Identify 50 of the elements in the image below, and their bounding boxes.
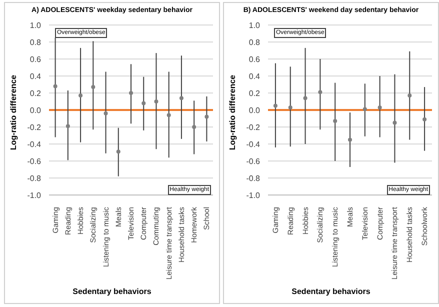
- y-tick-label: 1.0: [30, 20, 42, 30]
- y-tick-label: 0.0: [248, 106, 261, 115]
- point: [166, 113, 171, 118]
- point: [78, 94, 83, 98]
- y-tick-label: -1.0: [27, 190, 42, 200]
- point: [104, 111, 108, 116]
- y-tick-label: -0.8: [246, 174, 261, 183]
- point: [408, 94, 412, 98]
- point: [192, 125, 196, 129]
- point: [422, 117, 427, 122]
- y-tick-label: -0.8: [27, 174, 42, 183]
- y-axis-title: Log-ratio difference: [228, 74, 237, 150]
- point: [142, 101, 146, 106]
- y-tick-label: -0.2: [27, 122, 42, 132]
- y-axis-title: Log-ratio difference: [8, 74, 18, 150]
- y-tick-label: 0.8: [30, 38, 42, 47]
- y-tick-label: 0.0: [30, 106, 42, 115]
- point: [53, 84, 58, 88]
- point: [303, 96, 308, 100]
- y-tick-label: 0.4: [30, 72, 42, 81]
- point: [154, 100, 158, 104]
- y-tick-label: -0.4: [27, 140, 42, 149]
- y-tick-label: 1.0: [248, 20, 261, 30]
- y-tick-label: -0.2: [246, 122, 261, 132]
- y-tick-label: -0.6: [246, 156, 261, 166]
- y-tick-label: -0.6: [27, 156, 42, 166]
- point: [91, 85, 96, 90]
- point: [116, 150, 120, 154]
- point: [392, 120, 397, 125]
- y-tick-label: 0.4: [248, 72, 261, 81]
- y-tick-label: -0.4: [246, 140, 261, 149]
- point: [273, 104, 278, 108]
- x-axis-title: Sedentary behaviors: [72, 287, 152, 296]
- y-tick-label: -1.0: [246, 190, 261, 200]
- point: [362, 107, 367, 112]
- point: [378, 105, 382, 110]
- point: [66, 124, 70, 128]
- y-tick-label: 0.6: [30, 54, 42, 64]
- point: [318, 90, 322, 94]
- y-tick-label: 0.8: [248, 38, 261, 47]
- point: [333, 119, 338, 124]
- point: [348, 138, 352, 142]
- y-tick-label: 0.6: [248, 54, 261, 64]
- x-axis-title: Sedentary behaviors: [290, 287, 372, 296]
- point: [129, 91, 133, 95]
- point: [288, 105, 292, 110]
- point: [204, 114, 209, 119]
- y-tick-label: 0.2: [248, 88, 261, 98]
- y-tick-label: 0.2: [30, 88, 42, 98]
- point: [179, 96, 184, 100]
